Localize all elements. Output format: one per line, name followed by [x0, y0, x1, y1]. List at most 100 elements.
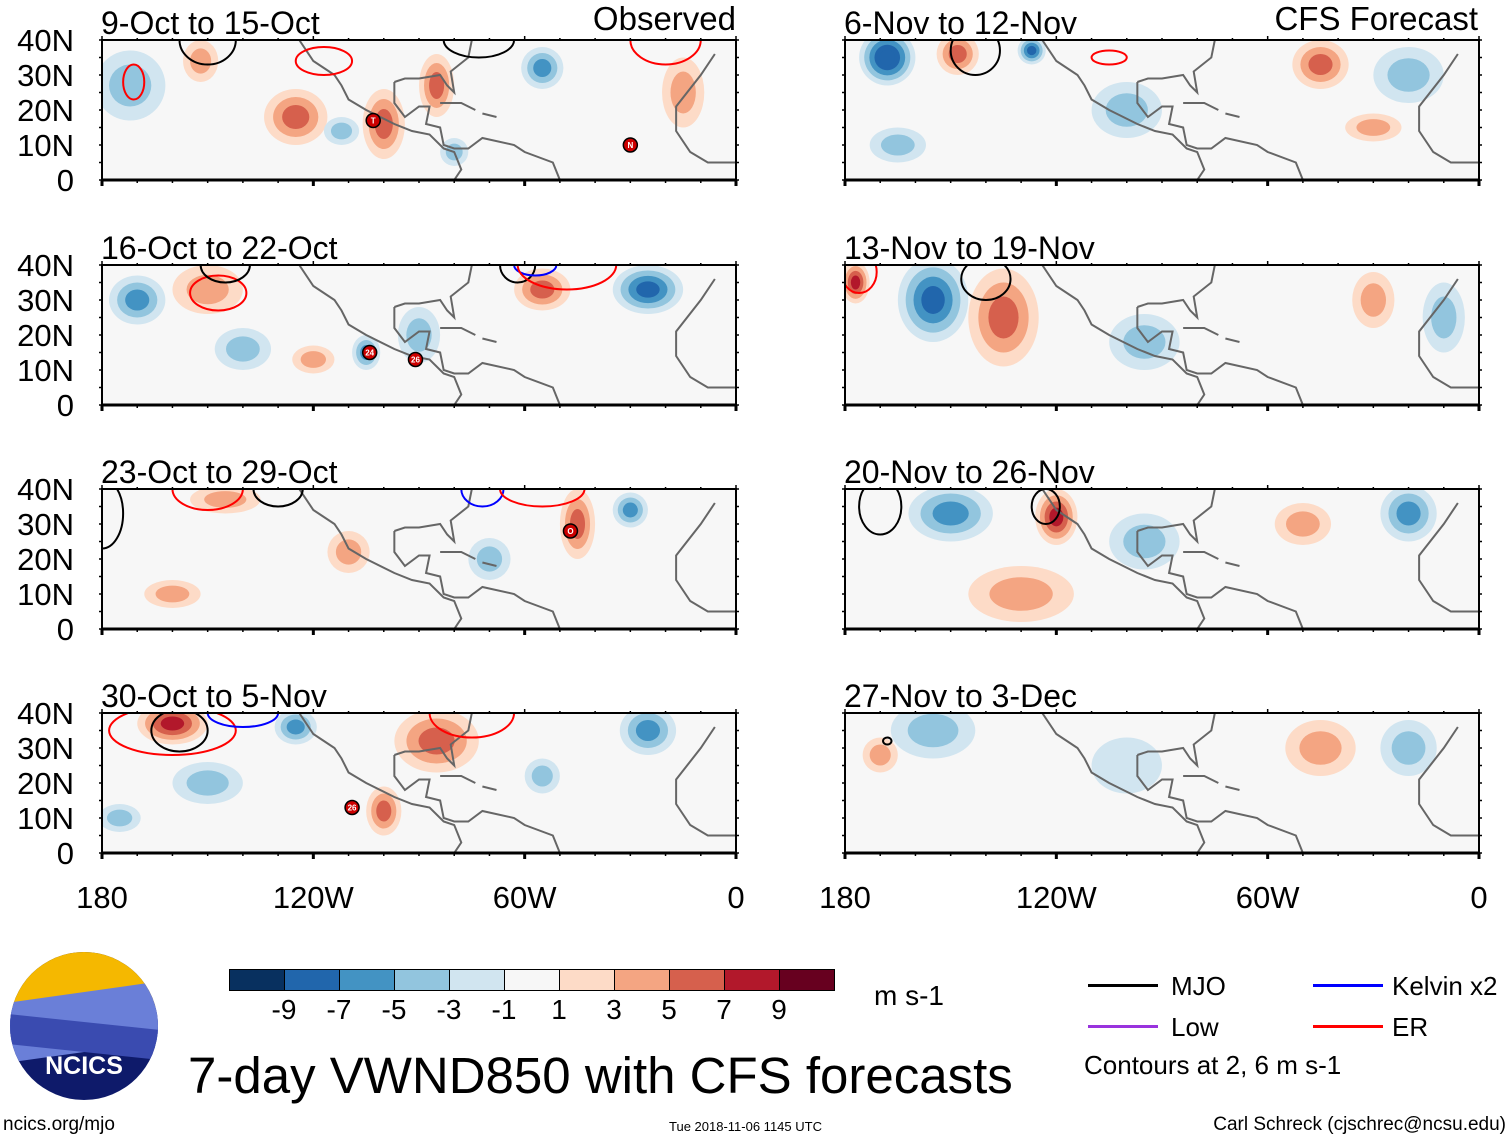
anomaly-region	[1308, 54, 1333, 75]
header-cfs-forecast: CFS Forecast	[1274, 0, 1478, 37]
anomaly-region	[1360, 283, 1387, 317]
lat-label: 20N	[17, 542, 74, 577]
anomaly-region	[1396, 501, 1421, 526]
er-contour	[189, 274, 248, 312]
coastline	[1041, 265, 1206, 405]
coastline	[440, 551, 476, 560]
footer-author: Carl Schreck (cjschrec@ncsu.edu)	[1213, 1114, 1506, 1135]
lat-label: 0	[57, 836, 74, 871]
coastline	[394, 713, 473, 769]
coastline	[1041, 713, 1206, 853]
kelvin-contour	[513, 265, 558, 277]
footer-url[interactable]: ncics.org/mjo	[3, 1114, 115, 1135]
lat-label: 30N	[17, 283, 74, 318]
er-contour	[499, 489, 586, 508]
colorbar-label: 5	[661, 994, 677, 1025]
anomaly-region	[670, 71, 696, 114]
mjo-contour	[442, 40, 516, 59]
legend-low-line	[1088, 1025, 1158, 1028]
er-contour	[171, 489, 244, 511]
anomaly-region	[1356, 119, 1391, 136]
lat-label: 0	[57, 388, 74, 423]
lon-label: 180	[819, 880, 871, 915]
figure-title: 7-day VWND850 with CFS forecasts	[188, 1047, 1013, 1104]
lon-label: 0	[1470, 880, 1487, 915]
anomaly-region	[406, 318, 432, 352]
svg-text:N: N	[627, 141, 633, 150]
mjo-contour	[199, 265, 251, 284]
map-panels: TN9-Oct to 15-Oct40N30N20N10N0242616-Oct…	[17, 5, 1488, 915]
er-contour	[294, 46, 354, 76]
anomaly-region	[282, 105, 310, 129]
tropical-cyclone-icon: N	[622, 137, 639, 153]
lat-label: 10N	[17, 353, 74, 388]
coastline	[1137, 40, 1216, 96]
anomaly-region	[1026, 45, 1037, 56]
mjo-contour	[252, 489, 304, 508]
mjo-contour	[178, 40, 237, 66]
anomaly-region	[1431, 296, 1457, 339]
coastline	[394, 40, 473, 96]
legend-er-line	[1313, 1025, 1383, 1028]
lat-label: 0	[57, 612, 74, 647]
anomaly-region	[204, 491, 247, 508]
coastline	[440, 327, 476, 336]
coastline	[1183, 102, 1219, 111]
coastline	[1137, 489, 1216, 545]
lat-label: 40N	[17, 23, 74, 58]
kelvin-contour	[460, 489, 505, 508]
coastline	[1418, 53, 1479, 164]
anomaly-region	[286, 719, 305, 735]
coastline	[482, 561, 497, 567]
er-contour	[122, 63, 146, 101]
tropical-cyclone-icon: 26	[407, 351, 424, 368]
coastline	[1418, 726, 1479, 837]
anomaly-region	[988, 296, 1019, 339]
anomaly-region	[880, 134, 915, 156]
coastline	[1137, 265, 1216, 321]
coastline	[298, 265, 463, 405]
coastline	[394, 265, 473, 321]
anomaly-region	[921, 286, 945, 314]
svg-text:26: 26	[348, 804, 357, 813]
colorbar-swatch	[449, 969, 505, 991]
colorbar-label: 3	[606, 994, 622, 1025]
lat-label: 40N	[17, 696, 74, 731]
anomaly-region	[125, 289, 150, 311]
mjo-contour	[1030, 489, 1061, 525]
er-contour	[629, 40, 702, 66]
mjo-contour	[102, 489, 125, 550]
colorbar-label: -3	[436, 994, 462, 1025]
legend-mjo-line	[1088, 984, 1158, 987]
svg-text:O: O	[567, 527, 573, 536]
legend-er-label: ER	[1392, 1012, 1429, 1042]
map-panel: 13-Nov to 19-Nov	[842, 230, 1482, 411]
map-panel: 6-Nov to 12-Nov	[842, 5, 1482, 186]
coastline	[482, 112, 497, 118]
panel-title: 27-Nov to 3-Dec	[844, 678, 1077, 714]
legend-kelvin-label: Kelvin x2	[1392, 971, 1498, 1001]
anomaly-region	[531, 765, 553, 787]
lat-label: 40N	[17, 248, 74, 283]
legend-low-label: Low	[1171, 1012, 1219, 1042]
colorbar-swatch	[779, 969, 835, 991]
panel-title: 16-Oct to 22-Oct	[101, 230, 338, 266]
coastline	[1136, 755, 1304, 853]
lon-label: 120W	[1016, 880, 1098, 915]
coastline	[440, 775, 476, 784]
mjo-contour	[858, 489, 903, 536]
anomaly-region	[1285, 511, 1320, 537]
coastline	[675, 278, 736, 389]
mjo-contour	[949, 40, 1001, 76]
coastline	[1136, 531, 1304, 629]
anomaly-region	[1299, 731, 1342, 765]
tropical-cyclone-icon: O	[562, 523, 579, 539]
colorbar-label: -5	[381, 994, 407, 1025]
coastline	[298, 40, 463, 180]
anomaly-region	[850, 275, 861, 290]
er-contour	[516, 265, 618, 291]
colorbar-swatch	[284, 969, 340, 991]
anomaly-region	[622, 502, 638, 518]
